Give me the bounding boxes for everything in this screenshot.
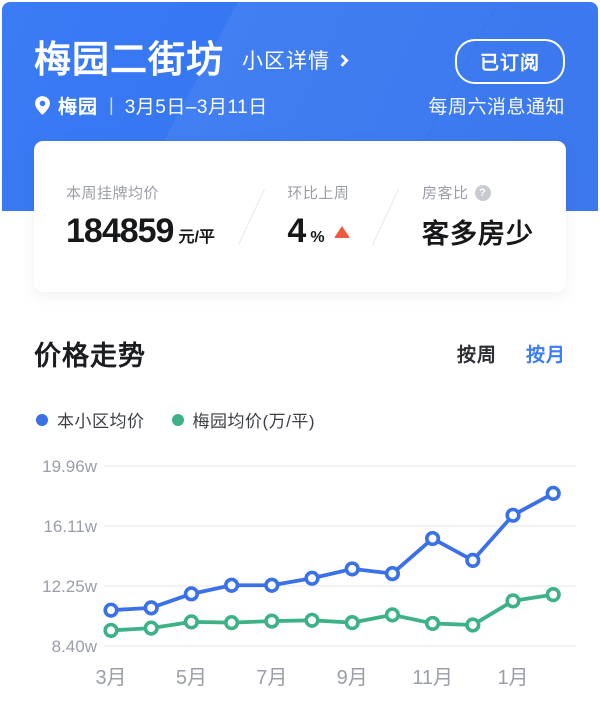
data-point[interactable] — [103, 622, 119, 639]
data-point[interactable] — [384, 607, 401, 623]
stat-unit: % — [310, 229, 325, 246]
data-point[interactable] — [224, 577, 240, 593]
x-tick-label: 1月 — [497, 667, 528, 689]
y-tick-label: 16.11w — [43, 517, 97, 536]
subscribed-button[interactable]: 已订阅 — [454, 39, 565, 84]
price-trend-section: 价格走势 按周 按月 本小区均价 梅园均价(万/平) 8.40w 12.25w 16… — [0, 292, 600, 717]
data-point[interactable] — [304, 612, 320, 628]
notify-schedule-text: 每周六消息通知 — [428, 97, 565, 118]
y-tick-label: 8.40w — [52, 637, 98, 656]
chart-legend: 本小区均价 梅园均价(万/平) — [0, 373, 600, 432]
data-point[interactable] — [425, 615, 441, 632]
data-point[interactable] — [264, 613, 280, 629]
data-point[interactable] — [264, 577, 280, 593]
legend-dot-green — [171, 413, 184, 426]
data-point[interactable] — [545, 485, 561, 502]
section-title: 价格走势 — [34, 341, 146, 371]
stat-value: 客多房少 — [422, 219, 535, 249]
legend-item-district: 梅园均价(万/平) — [171, 407, 316, 432]
page-title: 梅园二街坊 — [34, 39, 224, 80]
legend-item-community: 本小区均价 — [36, 407, 145, 432]
legend-label: 本小区均价 — [57, 412, 145, 431]
data-point[interactable] — [143, 600, 159, 616]
legend-label: 梅园均价(万/平) — [192, 412, 316, 431]
tab-by-month[interactable]: 按月 — [525, 345, 566, 366]
community-detail-link[interactable]: 小区详情 — [242, 45, 349, 75]
help-icon[interactable]: ? — [474, 184, 491, 201]
data-point[interactable] — [505, 507, 521, 523]
location-name: 梅园 — [58, 97, 99, 118]
chevron-right-icon — [336, 53, 349, 67]
data-point[interactable] — [143, 620, 159, 636]
series-line — [109, 491, 556, 613]
stat-value: 184859 — [66, 212, 174, 250]
legend-dot-blue — [36, 413, 48, 426]
data-point[interactable] — [224, 615, 240, 631]
stats-card: 本周挂牌均价 184859 元/平 环比上周 4 % 房客比 ? — [34, 141, 566, 292]
data-point[interactable] — [425, 530, 441, 547]
date-range: 3月5日–3月11日 — [124, 97, 268, 118]
stat-label: 环比上周 — [287, 185, 350, 202]
divider — [372, 188, 400, 245]
stat-value: 4 — [287, 212, 306, 250]
x-tick-label: 11月 — [412, 667, 453, 689]
separator: | — [109, 95, 114, 115]
stat-label: 本周挂牌均价 — [66, 185, 160, 202]
y-tick-label: 19.96w — [42, 457, 98, 476]
stat-supply-demand-ratio: 房客比 ? 客多房少 — [422, 182, 534, 251]
data-point[interactable] — [183, 614, 199, 630]
price-trend-chart-svg: 8.40w 12.25w 16.11w 19.96w 3月 5月 7月 9月 11月 1月 — [42, 457, 576, 689]
data-point[interactable] — [344, 615, 360, 631]
x-tick-label: 5月 — [176, 667, 207, 689]
data-point[interactable] — [103, 602, 119, 618]
price-trend-chart[interactable]: 8.40w 12.25w 16.11w 19.96w 3月 5月 7月 9月 11月 1月 — [0, 441, 600, 717]
community-detail-label: 小区详情 — [242, 50, 330, 73]
stat-label: 房客比 — [422, 185, 469, 202]
stat-avg-listing-price: 本周挂牌均价 184859 元/平 — [66, 182, 215, 251]
x-tick-label: 3月 — [95, 667, 126, 689]
data-point[interactable] — [465, 552, 481, 568]
stat-unit: 元/平 — [178, 229, 215, 246]
data-point[interactable] — [183, 586, 199, 602]
data-point[interactable] — [384, 565, 401, 582]
location-pin-icon — [35, 96, 50, 115]
stat-week-over-week: 环比上周 4 % — [287, 182, 350, 251]
period-tabs: 按周 按月 — [457, 340, 566, 367]
data-point[interactable] — [465, 617, 481, 633]
trend-up-icon — [333, 225, 350, 238]
data-point[interactable] — [505, 593, 521, 609]
data-point[interactable] — [545, 587, 561, 603]
y-tick-label: 12.25w — [42, 577, 98, 596]
tab-by-week[interactable]: 按周 — [456, 345, 497, 366]
data-point[interactable] — [344, 561, 360, 577]
data-point[interactable] — [304, 570, 320, 586]
x-tick-label: 9月 — [337, 667, 368, 689]
divider — [237, 188, 265, 245]
x-tick-label: 7月 — [256, 667, 287, 689]
